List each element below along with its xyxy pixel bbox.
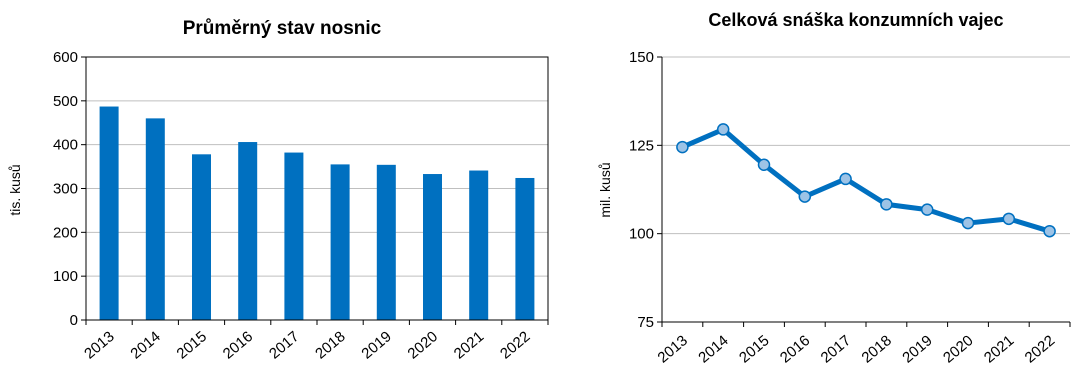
- series-line: [679, 126, 1053, 234]
- bar: [515, 177, 535, 320]
- data-point: [839, 172, 852, 186]
- y-tick-label: 125: [629, 137, 654, 154]
- y-tick-label: 100: [53, 268, 78, 285]
- x-tick-label: 2013: [654, 332, 690, 366]
- y-tick-label: 0: [70, 312, 78, 329]
- y-tick-label: 150: [629, 49, 654, 66]
- bar: [423, 174, 442, 320]
- axes: [81, 56, 549, 325]
- x-tick-label: 2020: [405, 328, 441, 362]
- y-axis-label: mil. kusů: [597, 162, 613, 217]
- x-tick-label: 2017: [818, 332, 854, 366]
- bar: [99, 106, 119, 320]
- y-tick-label: 75: [637, 314, 654, 331]
- y-tick-label: 600: [53, 49, 78, 66]
- x-tick-label: 2017: [266, 328, 302, 362]
- x-tick-label: 2018: [858, 332, 894, 366]
- bars: [99, 106, 535, 320]
- x-tick-label: 2015: [736, 332, 772, 366]
- data-point: [1043, 224, 1056, 238]
- data-point: [1002, 212, 1016, 226]
- x-tick-label: 2014: [695, 332, 731, 366]
- x-tick-label: 2019: [899, 332, 935, 366]
- x-tick-label: 2014: [127, 328, 163, 362]
- bar: [469, 170, 489, 320]
- data-point: [716, 123, 730, 136]
- x-tick-label: 2016: [220, 328, 256, 362]
- x-tick-label: 2015: [174, 328, 210, 362]
- series-polyline: [679, 126, 1053, 234]
- x-tick-label: 2013: [81, 328, 117, 362]
- bar: [330, 164, 350, 320]
- x-tick-label: 2021: [451, 328, 487, 362]
- y-tick-labels: 0 100 200 300 400 500 600: [53, 49, 78, 329]
- y-tick-labels: 75 100 125 150: [629, 49, 654, 331]
- x-tick-labels: 2013 2014 2015 2016 2017 2018 2019 2020 2021 2022: [81, 328, 533, 362]
- x-tick-label: 2016: [777, 332, 813, 366]
- chart-title: Průměrný stav nosnic: [183, 18, 382, 39]
- x-tick-label: 2022: [497, 328, 533, 362]
- series-points: [676, 123, 1056, 238]
- x-tick-label: 2018: [312, 328, 348, 362]
- x-tick-label: 2020: [940, 332, 976, 366]
- data-point: [798, 190, 812, 203]
- x-tick-labels: 2013 2014 2015 2016 2017 2018 2019 2020 2021 2022: [654, 332, 1058, 366]
- data-point: [676, 140, 689, 154]
- x-tick-label: 2022: [1022, 332, 1058, 366]
- gridlines: [662, 56, 1070, 235]
- bar: [192, 154, 211, 320]
- y-tick-label: 300: [53, 181, 78, 198]
- y-tick-label: 100: [629, 226, 654, 243]
- bar: [145, 118, 165, 320]
- bar: [376, 164, 396, 320]
- data-point: [880, 198, 893, 211]
- y-tick-label: 200: [53, 224, 78, 241]
- y-axis-label: tis. kusů: [7, 164, 23, 215]
- bar: [238, 142, 258, 320]
- data-point: [961, 216, 975, 230]
- line-chart-egg-production: Celková snáška konzumních vajec mil. kus…: [597, 10, 1071, 367]
- data-point: [757, 158, 771, 172]
- data-point: [920, 203, 934, 216]
- y-tick-label: 400: [53, 137, 78, 154]
- chart-title: Celková snáška konzumních vajec: [708, 10, 1003, 30]
- bar: [284, 152, 304, 320]
- x-tick-label: 2021: [981, 332, 1017, 366]
- y-tick-label: 500: [53, 93, 78, 110]
- bar-chart-average-hens: Průměrný stav nosnic tis. kusů 0 100 200 30…: [7, 18, 549, 363]
- x-tick-label: 2019: [358, 328, 394, 362]
- axes: [657, 56, 1071, 327]
